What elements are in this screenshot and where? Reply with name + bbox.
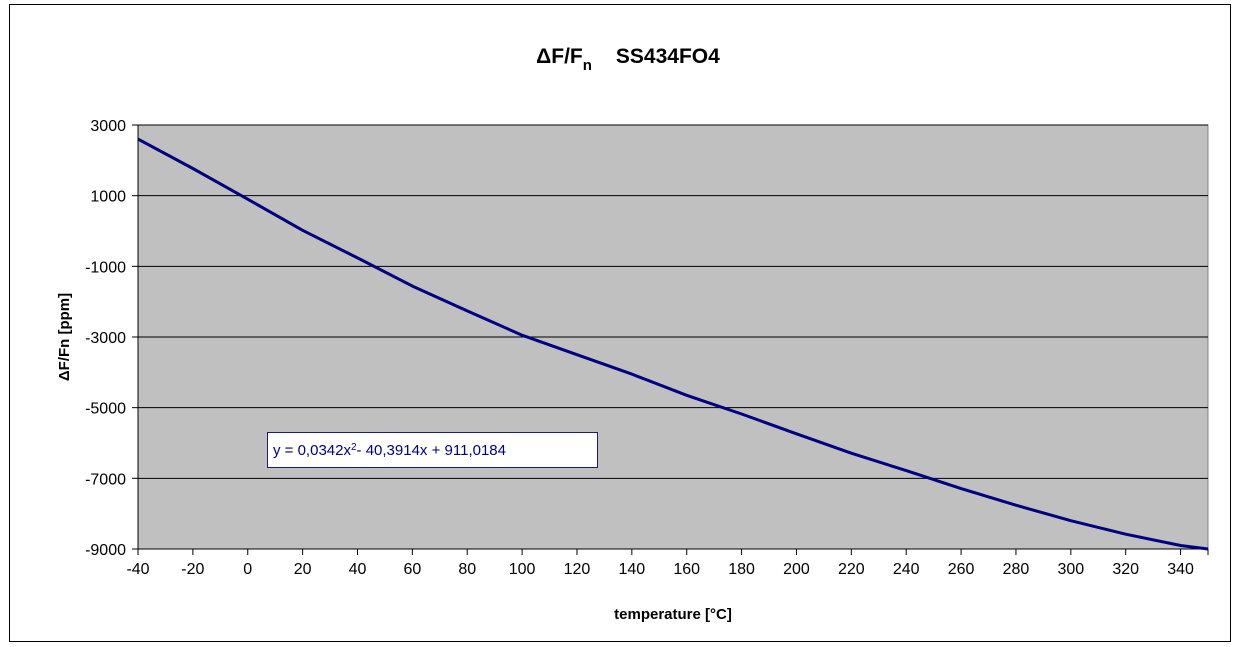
chart-title-model: SS434FO4 <box>616 45 720 68</box>
x-tick-label: 80 <box>458 561 476 578</box>
x-tick-label: 260 <box>948 561 975 578</box>
x-tick-label: -40 <box>126 561 149 578</box>
x-tick-label: 280 <box>1003 561 1030 578</box>
x-axis-title: temperature [°C] <box>614 606 732 623</box>
y-tick-label: 3000 <box>90 118 126 135</box>
x-tick-label: 180 <box>728 561 755 578</box>
x-tick-label: 160 <box>673 561 700 578</box>
chart-title-subscript: n <box>583 57 592 74</box>
y-tick-label: -1000 <box>85 259 126 276</box>
x-tick-label: 0 <box>243 561 252 578</box>
y-tick-label: -7000 <box>85 471 126 488</box>
trendline-equation-prefix: y = 0,0342x <box>273 441 351 459</box>
x-tick-label: 220 <box>838 561 865 578</box>
chart-title-main: F/F <box>551 45 583 68</box>
x-tick-label: 240 <box>893 561 920 578</box>
x-tick-label: 300 <box>1057 561 1084 578</box>
trendline-equation-suffix: - 40,3914x + 911,0184 <box>356 441 506 459</box>
x-tick-label: 320 <box>1112 561 1139 578</box>
x-tick-label: 140 <box>618 561 645 578</box>
x-tick-label: 60 <box>403 561 421 578</box>
x-tick-label: 20 <box>294 561 312 578</box>
y-tick-label: -9000 <box>85 542 126 559</box>
x-tick-label: 340 <box>1167 561 1194 578</box>
y-tick-label: -3000 <box>85 330 126 347</box>
x-tick-label: 40 <box>349 561 367 578</box>
x-tick-label: 200 <box>783 561 810 578</box>
chart-title-delta: Δ <box>536 45 551 68</box>
trendline-equation-box: y = 0,0342x 2 - 40,3914x + 911,0184 <box>267 432 598 468</box>
y-tick-label: 1000 <box>90 189 126 206</box>
y-tick-label: -5000 <box>85 401 126 418</box>
x-tick-label: 100 <box>509 561 536 578</box>
plot-area: 3000 1000 -1000 -3000 -5000 -7000 -9000-40 -20 0… <box>85 118 1209 578</box>
x-tick-label: -20 <box>181 561 204 578</box>
series-line <box>137 137 1209 551</box>
y-axis-title: ΔF/Fn [ppm] <box>56 293 73 381</box>
x-tick-label: 120 <box>564 561 591 578</box>
chart-title: ΔF/Fn SS434FO4 <box>536 45 720 74</box>
